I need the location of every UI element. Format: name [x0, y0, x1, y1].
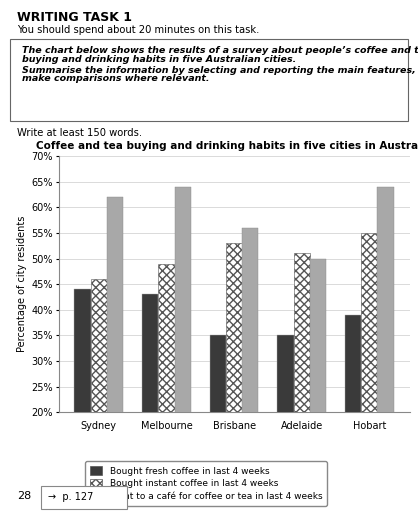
Bar	[74, 289, 91, 512]
Bar	[345, 315, 361, 512]
Bar	[91, 279, 107, 512]
Bar	[158, 264, 175, 512]
Text: →  p. 127: → p. 127	[48, 492, 94, 502]
Bar	[107, 197, 123, 512]
Bar	[377, 187, 394, 512]
Text: 28: 28	[17, 490, 31, 501]
Title: Coffee and tea buying and drinking habits in five cities in Australia: Coffee and tea buying and drinking habit…	[36, 141, 418, 151]
Text: Write at least 150 words.: Write at least 150 words.	[17, 128, 142, 138]
Bar	[293, 253, 310, 512]
Text: buying and drinking habits in five Australian cities.: buying and drinking habits in five Austr…	[22, 55, 296, 64]
Text: WRITING TASK 1: WRITING TASK 1	[17, 11, 132, 24]
Bar	[278, 335, 293, 512]
Y-axis label: Percentage of city residents: Percentage of city residents	[17, 216, 27, 352]
Bar	[361, 233, 377, 512]
Text: You should spend about 20 minutes on this task.: You should spend about 20 minutes on thi…	[17, 25, 259, 35]
Bar	[210, 335, 226, 512]
Bar	[226, 243, 242, 512]
Legend: Bought fresh coffee in last 4 weeks, Bought instant coffee in last 4 weeks, Went: Bought fresh coffee in last 4 weeks, Bou…	[85, 461, 327, 506]
Bar	[175, 187, 191, 512]
Text: make comparisons where relevant.: make comparisons where relevant.	[22, 74, 209, 83]
Text: Summarise the information by selecting and reporting the main features, and: Summarise the information by selecting a…	[22, 66, 418, 75]
Bar	[242, 228, 258, 512]
Bar	[310, 259, 326, 512]
Text: The chart below shows the results of a survey about people’s coffee and tea: The chart below shows the results of a s…	[22, 46, 418, 55]
Bar	[142, 294, 158, 512]
